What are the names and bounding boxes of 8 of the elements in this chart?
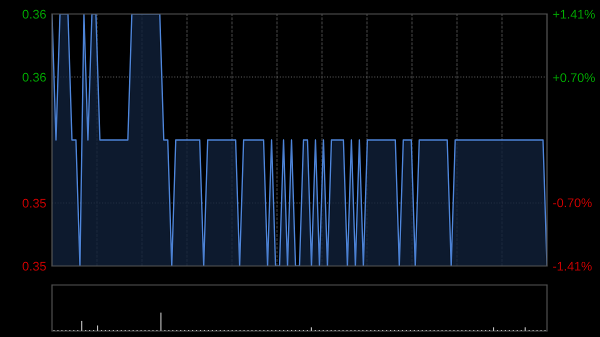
y-tick-label: 0.35 — [22, 262, 46, 271]
y2-tick-label: -0.70% — [553, 198, 592, 208]
y2-tick-label: +0.70% — [553, 73, 595, 82]
y-tick-label: 0.35 — [22, 198, 46, 208]
y-tick-label: 0.36 — [22, 72, 46, 82]
y-tick-label: 0.36 — [22, 10, 46, 19]
y2-tick-label: +1.41% — [553, 10, 595, 19]
y2-tick-label: -1.41% — [553, 262, 592, 271]
